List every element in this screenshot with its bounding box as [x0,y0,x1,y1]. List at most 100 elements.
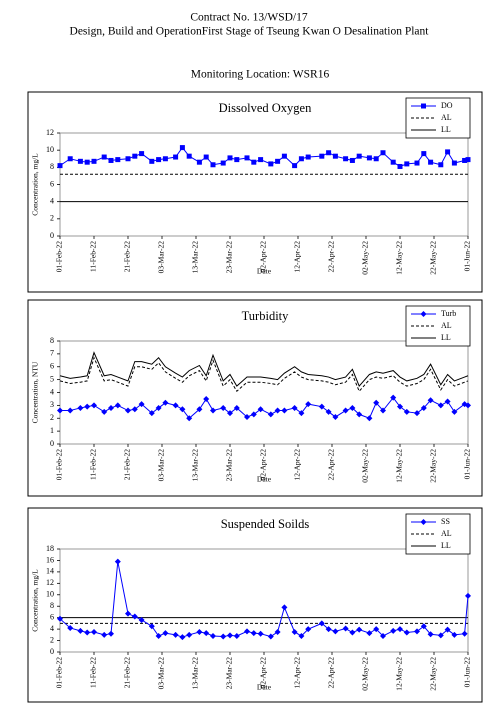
x-tick-label: 02-Apr-22 [259,241,268,273]
data-point [114,558,121,565]
data-point [251,159,257,165]
data-point [356,411,363,418]
legend-label: LL [441,541,451,550]
data-point [227,410,233,417]
data-point [203,395,210,402]
data-point [234,157,240,163]
y-tick-label: 4 [50,624,54,633]
data-point [227,155,233,161]
y-tick-label: 2 [50,413,54,422]
x-tick-label: 21-Feb-22 [123,449,132,480]
data-point [414,160,420,166]
legend-label: LL [441,125,451,134]
legend-label: AL [441,529,452,538]
x-tick-label: 01-Jun-22 [463,657,472,688]
data-point [257,630,264,637]
data-point [91,158,97,164]
plot-area [59,548,469,653]
data-point [210,632,216,639]
data-point [319,153,325,159]
x-tick-label: 23-Mar-22 [225,449,234,482]
data-point [397,163,403,169]
data-point [108,404,114,411]
data-point [342,407,349,414]
data-point [57,407,63,414]
x-tick-label: 03-Mar-22 [157,241,166,274]
data-point [84,159,90,165]
data-point [349,157,355,163]
data-point [397,403,403,410]
chart-title: Dissolved Oxygen [219,101,312,115]
data-point [67,156,73,162]
legend-box [405,305,471,347]
y-tick-label: 0 [50,439,54,448]
data-point [298,410,305,417]
y-tick-label: 12 [46,578,54,587]
data-point [281,407,288,414]
data-point [332,413,339,420]
data-point [125,610,131,617]
plot-area [59,340,469,445]
legend-box [405,97,471,139]
x-tick-label: 23-Mar-22 [225,241,234,274]
data-point [148,623,155,630]
y-tick-label: 0 [50,231,54,240]
data-point [258,157,264,163]
series-line [59,351,469,387]
data-point [390,627,397,634]
data-point [84,403,91,410]
x-tick-label: 02-May-22 [361,657,370,691]
data-point [250,630,257,637]
x-tick-label: 21-Feb-22 [123,241,132,272]
data-point [397,626,403,633]
data-point [148,410,155,417]
data-point [356,153,362,159]
data-point [268,161,274,167]
data-point [227,632,233,639]
data-point [115,157,121,163]
x-tick-label: 12-Apr-22 [293,241,302,273]
data-point [203,154,209,160]
data-point [244,628,250,635]
data-point [132,153,138,159]
x-tick-label: 23-Mar-22 [225,657,234,690]
data-point [210,407,216,414]
data-point [366,155,372,161]
data-point [451,408,458,415]
data-point [420,404,427,411]
x-tick-label: 03-Mar-22 [157,449,166,482]
data-point [186,153,192,159]
data-point [298,632,305,639]
plot-area [59,132,469,237]
x-tick-label: 22-May-22 [429,449,438,483]
x-tick-label: 11-Feb-22 [89,241,98,272]
data-point [349,404,356,411]
header-line2: Design, Build and OperationFirst Stage o… [70,26,430,38]
legend-label: Turb [441,309,456,318]
x-tick-label: 01-Jun-22 [463,449,472,480]
data-point [233,404,240,411]
x-tick-label: 12-Apr-22 [293,449,302,481]
legend-label: AL [441,113,452,122]
data-point [179,634,186,641]
y-tick-label: 4 [50,387,54,396]
data-point [203,630,210,637]
data-point [77,158,83,164]
monitoring-location: Monitoring Location: WSR16 [191,69,330,81]
x-tick-label: 22-May-22 [429,657,438,691]
data-point [298,156,304,162]
data-point [414,628,420,635]
data-point [281,153,287,159]
data-point [342,625,349,632]
y-axis-label: Concentration, mg/L [31,569,40,632]
data-point [77,404,84,411]
data-point [380,407,386,414]
x-tick-label: 22-Apr-22 [327,241,336,273]
data-point [390,159,396,165]
x-axis-label: Date [257,683,272,692]
y-axis-label: Concentration, mg/L [31,153,40,216]
x-tick-label: 12-May-22 [395,657,404,691]
data-point [172,631,179,638]
data-point [461,630,468,637]
data-point [465,157,471,163]
